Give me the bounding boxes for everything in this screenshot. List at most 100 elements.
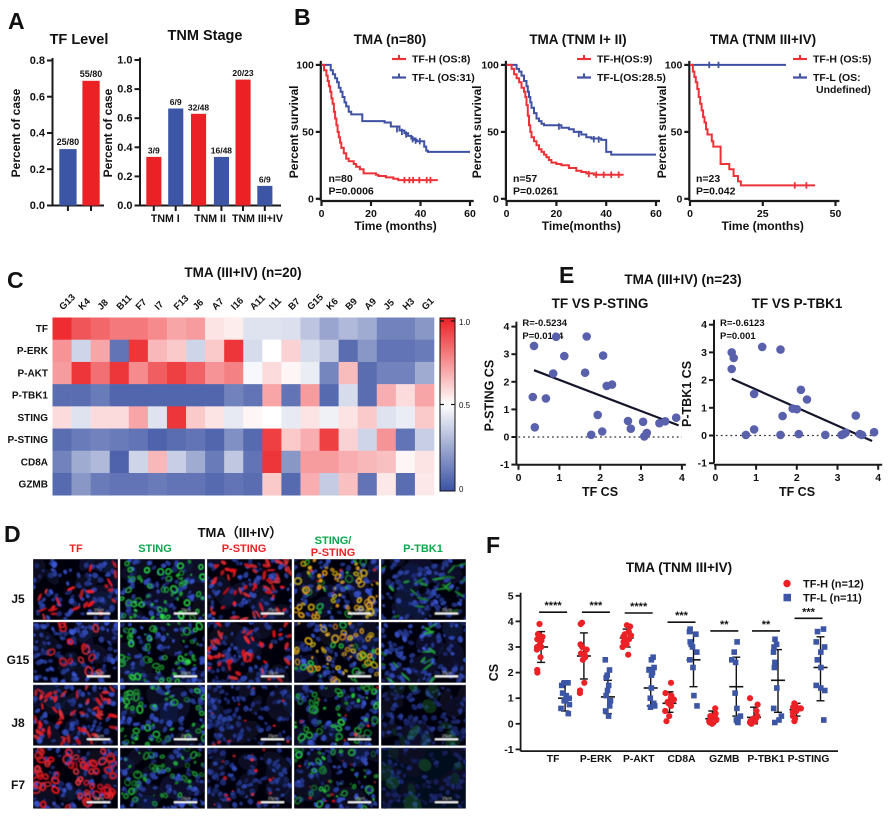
svg-text:0: 0: [701, 430, 707, 442]
svg-text:n=80: n=80: [329, 173, 353, 185]
svg-text:50: 50: [830, 208, 842, 220]
svg-text:25µm: 25µm: [181, 671, 191, 675]
svg-text:6/9: 6/9: [259, 174, 271, 184]
svg-text:TF VS P-STING: TF VS P-STING: [552, 296, 649, 311]
svg-text:25µm: 25µm: [94, 671, 104, 675]
svg-text:**: **: [720, 619, 729, 631]
svg-text:P-STING: P-STING: [788, 754, 830, 765]
svg-text:4: 4: [504, 321, 510, 333]
svg-text:TF CS: TF CS: [582, 485, 618, 499]
svg-text:3: 3: [701, 347, 707, 359]
svg-text:P=0.0261: P=0.0261: [513, 186, 558, 198]
svg-text:P-STING CS: P-STING CS: [482, 360, 496, 432]
svg-text:16/48: 16/48: [211, 145, 233, 155]
svg-text:****: ****: [545, 600, 563, 612]
svg-text:0: 0: [504, 208, 510, 220]
svg-text:25µm: 25µm: [94, 797, 104, 801]
svg-text:Time(months): Time(months): [542, 219, 621, 233]
svg-text:3/9: 3/9: [148, 145, 160, 155]
svg-text:0.4: 0.4: [117, 142, 133, 154]
svg-text:P-TBK1: P-TBK1: [403, 543, 443, 555]
svg-text:R=-0.6123: R=-0.6123: [720, 318, 765, 329]
svg-text:TF Level: TF Level: [50, 32, 109, 48]
svg-text:25µm: 25µm: [181, 608, 191, 612]
svg-text:P-AKT: P-AKT: [17, 368, 48, 379]
svg-text:P-AKT: P-AKT: [623, 754, 655, 765]
svg-text:STING/: STING/: [315, 535, 352, 547]
svg-text:2: 2: [508, 667, 514, 679]
svg-text:P=0.0006: P=0.0006: [329, 186, 374, 198]
svg-text:25µm: 25µm: [355, 671, 365, 675]
svg-text:TF-L (n=11): TF-L (n=11): [803, 593, 862, 605]
svg-text:0: 0: [676, 193, 682, 205]
svg-text:B: B: [294, 4, 311, 30]
svg-text:G15: G15: [7, 653, 30, 667]
svg-text:TMA（III+IV）: TMA（III+IV）: [198, 525, 283, 540]
svg-text:P=0.001: P=0.001: [720, 331, 756, 342]
svg-text:0.5: 0.5: [459, 401, 471, 410]
svg-text:TF: TF: [547, 754, 560, 765]
svg-text:STING: STING: [138, 543, 172, 555]
svg-text:4: 4: [508, 616, 514, 628]
svg-text:25/80: 25/80: [57, 137, 80, 147]
svg-text:TMA (n=80): TMA (n=80): [354, 32, 427, 47]
svg-text:P=0.0104: P=0.0104: [522, 331, 564, 342]
svg-text:0.0: 0.0: [117, 200, 132, 212]
svg-text:Undefined): Undefined): [816, 84, 871, 96]
svg-text:0.6: 0.6: [117, 113, 132, 125]
svg-text:P-ERK: P-ERK: [580, 754, 613, 765]
svg-text:TMA (TNM I+ II): TMA (TNM I+ II): [529, 32, 626, 47]
svg-text:25µm: 25µm: [442, 671, 452, 675]
svg-text:P-STING: P-STING: [311, 547, 356, 559]
svg-text:6/9: 6/9: [170, 97, 182, 107]
svg-text:40: 40: [600, 208, 612, 220]
svg-text:TMA (TNM III+IV): TMA (TNM III+IV): [710, 32, 816, 47]
svg-text:CD8A: CD8A: [21, 457, 48, 468]
svg-text:TF-L (OS:: TF-L (OS:: [813, 72, 861, 84]
svg-text:-1: -1: [500, 459, 509, 471]
svg-text:20/23: 20/23: [232, 68, 254, 78]
svg-text:TF VS P-TBK1: TF VS P-TBK1: [752, 296, 843, 311]
svg-text:25µm: 25µm: [355, 734, 365, 738]
svg-text:0: 0: [319, 208, 325, 220]
svg-text:0.8: 0.8: [30, 55, 45, 67]
svg-text:25µm: 25µm: [268, 671, 278, 675]
svg-text:STING: STING: [17, 413, 48, 424]
svg-text:GZMB: GZMB: [19, 479, 48, 490]
svg-text:P-TBK1: P-TBK1: [12, 391, 49, 402]
svg-text:2: 2: [794, 472, 800, 484]
svg-text:0: 0: [687, 208, 693, 220]
svg-text:1: 1: [701, 402, 707, 414]
svg-text:40: 40: [415, 208, 427, 220]
svg-text:25µm: 25µm: [442, 734, 452, 738]
svg-text:25µm: 25µm: [268, 608, 278, 612]
svg-text:R=-0.5234: R=-0.5234: [522, 318, 567, 329]
svg-text:P-STING: P-STING: [7, 435, 48, 446]
svg-text:TNM III+IV: TNM III+IV: [232, 213, 283, 225]
svg-text:TF-H (OS:8): TF-H (OS:8): [412, 54, 470, 66]
svg-text:1: 1: [556, 472, 562, 484]
svg-text:4: 4: [679, 472, 685, 484]
svg-text:***: ***: [802, 606, 816, 618]
svg-text:TF-H(OS:9): TF-H(OS:9): [597, 54, 652, 66]
svg-text:TNM I: TNM I: [151, 213, 180, 225]
svg-text:TF-H (n=12): TF-H (n=12): [803, 579, 864, 591]
svg-text:Percent survival: Percent survival: [287, 85, 301, 178]
svg-text:CD8A: CD8A: [667, 754, 696, 765]
svg-text:GZMB: GZMB: [709, 754, 739, 765]
svg-text:2: 2: [701, 375, 707, 387]
svg-text:J8: J8: [11, 716, 25, 730]
svg-text:60: 60: [464, 208, 476, 220]
svg-text:0: 0: [508, 718, 514, 730]
svg-text:Percent survival: Percent survival: [470, 85, 484, 178]
svg-text:1: 1: [508, 693, 514, 705]
svg-text:0: 0: [516, 472, 522, 484]
svg-text:**: **: [762, 619, 771, 631]
svg-text:***: ***: [675, 610, 689, 622]
svg-text:3: 3: [835, 472, 841, 484]
svg-text:TF-L(OS:28.5): TF-L(OS:28.5): [597, 72, 666, 84]
svg-text:TF: TF: [69, 543, 83, 555]
svg-text:TF-H (OS:5): TF-H (OS:5): [813, 54, 871, 66]
svg-text:C: C: [7, 267, 24, 293]
svg-text:0.4: 0.4: [30, 128, 46, 140]
